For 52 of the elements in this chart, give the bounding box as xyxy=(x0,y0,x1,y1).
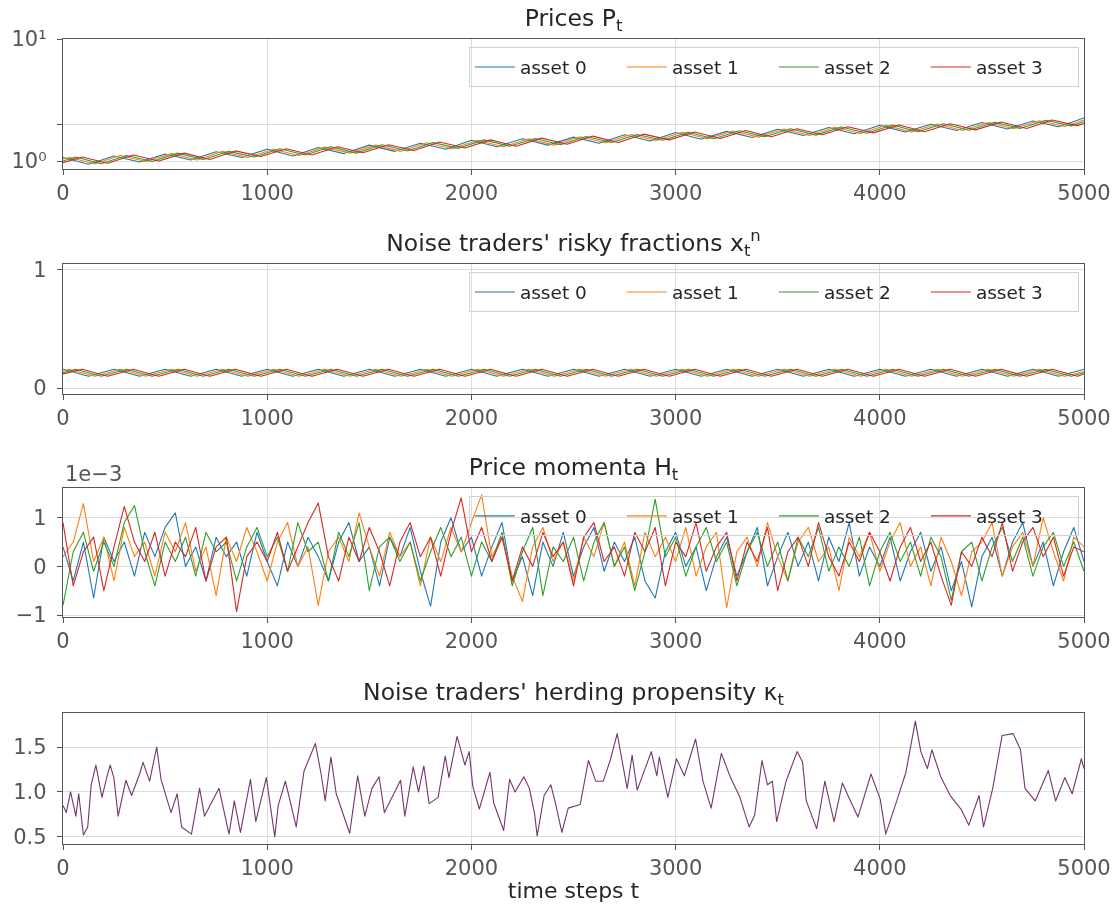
x-tick-label: 1000 xyxy=(240,406,294,431)
x-tick-label: 5000 xyxy=(1057,629,1111,654)
line-series xyxy=(63,720,1084,838)
x-tick-label: 1000 xyxy=(240,856,294,881)
chart-title: Price momenta H$_{t}$ xyxy=(468,453,679,484)
legend-label: asset 2 xyxy=(823,282,891,304)
x-tick-label: 5000 xyxy=(1057,406,1111,431)
legend-label: asset 1 xyxy=(671,57,739,79)
y-tick-label: 10¹ xyxy=(11,27,47,52)
x-tick-label: 5000 xyxy=(1057,181,1111,206)
x-tick-label: 2000 xyxy=(444,181,499,206)
text: 1e−3 xyxy=(65,462,123,486)
x-tick-label: 0 xyxy=(56,856,70,881)
legend-label: asset 2 xyxy=(823,57,891,79)
x-tick-label: 4000 xyxy=(853,856,907,881)
y-tick-label: 0 xyxy=(33,376,47,401)
x-tick-label: 1000 xyxy=(240,181,294,206)
x-tick-label: 3000 xyxy=(648,629,703,654)
chart-title: Prices P$_{t}$ xyxy=(524,4,623,35)
legend-label: asset 0 xyxy=(519,282,587,304)
x-tick-label: 2000 xyxy=(444,629,499,654)
y-tick-label: −1 xyxy=(15,603,47,628)
x-axis-title: time steps t xyxy=(507,878,640,904)
legend-label: asset 3 xyxy=(975,282,1043,304)
legend-label: asset 1 xyxy=(671,506,739,528)
legend-label: asset 3 xyxy=(975,506,1043,528)
x-tick-label: 3000 xyxy=(648,856,703,881)
legend-label: asset 1 xyxy=(671,282,739,304)
y-tick-label: 1 xyxy=(33,506,47,531)
y-tick-label: 0.5 xyxy=(13,825,47,850)
x-tick-label: 2000 xyxy=(444,856,499,881)
legend-label: asset 3 xyxy=(975,57,1043,79)
chart-title: Noise traders' herding propensity κ$_{t}$ xyxy=(363,678,785,709)
y-tick-label: 1.5 xyxy=(13,735,47,760)
x-tick-label: 5000 xyxy=(1057,856,1111,881)
y-tick-label: 1.0 xyxy=(13,780,47,805)
x-tick-label: 4000 xyxy=(853,406,907,431)
x-tick-label: 0 xyxy=(56,181,70,206)
x-tick-label: 4000 xyxy=(853,181,907,206)
x-tick-label: 2000 xyxy=(444,406,499,431)
legend-label: asset 2 xyxy=(823,506,891,528)
y-tick-label: 10⁰ xyxy=(11,149,47,174)
x-tick-label: 4000 xyxy=(853,629,907,654)
x-tick-label: 0 xyxy=(56,406,70,431)
legend-label: asset 0 xyxy=(519,506,587,528)
legend-label: asset 0 xyxy=(519,57,587,79)
x-tick-label: 3000 xyxy=(648,181,703,206)
x-tick-label: 3000 xyxy=(648,406,703,431)
x-tick-label: 0 xyxy=(56,629,70,654)
y-tick-label: 0 xyxy=(33,554,47,579)
x-tick-label: 1000 xyxy=(240,629,294,654)
y-tick-label: 1 xyxy=(33,258,47,283)
